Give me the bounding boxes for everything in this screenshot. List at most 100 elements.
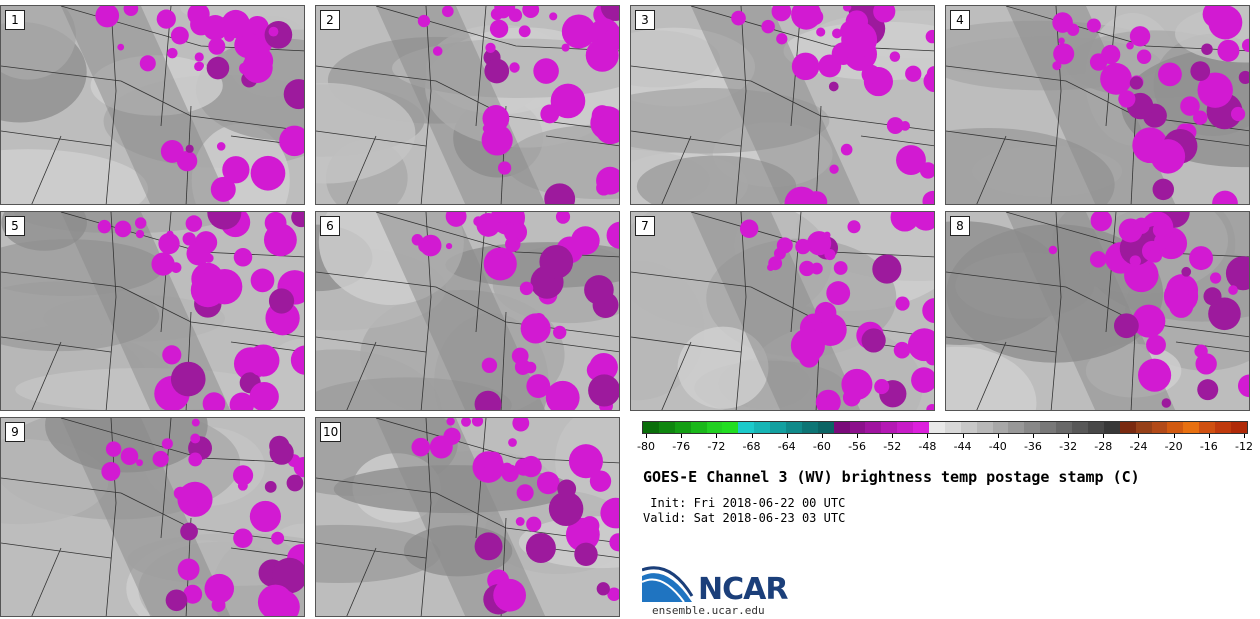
cold-cloud-top: [482, 105, 510, 132]
cold-cloud-top: [519, 281, 534, 296]
cold-cloud-top: [805, 191, 828, 204]
cold-cloud-top: [886, 117, 904, 135]
cold-cloud-top: [596, 582, 610, 596]
water-vapor-map: [1, 6, 304, 204]
cold-cloud-top: [114, 220, 132, 238]
cold-cloud-top: [845, 10, 869, 33]
state-border: [31, 547, 62, 616]
cold-cloud-top: [185, 144, 194, 153]
cold-cloud-top: [188, 452, 203, 467]
cold-cloud-top: [1208, 6, 1243, 40]
state-border: [475, 6, 487, 127]
cold-cloud-top: [814, 301, 837, 324]
cold-cloud-top: [1237, 374, 1249, 398]
state-border: [316, 477, 619, 544]
colorbar-tick: [716, 434, 718, 438]
panel-label: 1: [5, 10, 25, 30]
cold-cloud-top: [739, 219, 759, 239]
cold-cloud-top: [926, 403, 934, 410]
state-border: [631, 336, 742, 353]
cold-cloud-top: [494, 6, 516, 17]
dry-slot-band: [1006, 212, 1176, 410]
cold-cloud-top: [522, 6, 540, 19]
cold-cloud-top: [512, 418, 530, 432]
cold-cloud-top: [429, 435, 453, 459]
colorbar-tick: [1173, 434, 1175, 438]
cold-cloud-top: [828, 81, 839, 92]
cold-cloud-top: [1189, 246, 1213, 271]
state-border: [1050, 6, 1062, 204]
cold-cloud-top: [1208, 297, 1241, 331]
cold-cloud-top: [481, 357, 498, 373]
colorbar-segment: [1087, 422, 1104, 433]
cold-cloud-top: [250, 155, 286, 191]
cold-cloud-top: [900, 121, 911, 131]
cold-cloud-top: [607, 587, 619, 602]
cold-cloud-top: [242, 52, 273, 84]
cold-cloud-top: [237, 480, 248, 491]
state-border: [31, 135, 62, 204]
cold-cloud-top: [1195, 353, 1217, 375]
cold-cloud-top: [269, 440, 294, 465]
cold-cloud-top: [204, 573, 235, 604]
cold-cloud-top: [233, 528, 253, 549]
colorbar-segment: [992, 422, 1009, 433]
colorbar-segment: [1056, 422, 1073, 433]
cold-cloud-top: [540, 104, 560, 124]
cold-cloud-top: [833, 261, 848, 275]
ensemble-member-panel-3: 3: [630, 5, 935, 205]
colorbar-tick-label: -48: [918, 440, 937, 453]
state-border: [976, 341, 1007, 410]
colorbar-tick-label: -40: [988, 440, 1007, 453]
cold-cloud-top: [907, 328, 934, 362]
cold-cloud-top: [776, 237, 793, 254]
colorbar-segment: [1040, 422, 1057, 433]
colorbar-tick: [857, 434, 859, 438]
state-border: [316, 130, 427, 147]
colorbar-tick: [997, 434, 999, 438]
cold-cloud-top: [136, 459, 144, 467]
colorbar-tick-label: -16: [1199, 440, 1218, 453]
state-border: [1130, 105, 1137, 204]
cold-cloud-top: [574, 542, 598, 567]
cold-cloud-top: [1158, 62, 1182, 87]
water-vapor-map: [631, 6, 934, 204]
cold-cloud-top: [432, 46, 443, 56]
logo-text: NCAR: [698, 572, 788, 607]
state-border: [860, 135, 934, 147]
cold-cloud-top: [1148, 248, 1163, 263]
cold-cloud-top: [495, 215, 504, 223]
colorbar-segment: [897, 422, 914, 433]
cold-cloud-top: [1193, 110, 1208, 125]
colorbar-segment: [913, 422, 930, 433]
water-vapor-map: [316, 212, 619, 410]
cold-cloud-top: [249, 500, 281, 533]
colorbar-segment: [738, 422, 755, 433]
cold-cloud-top: [234, 32, 261, 58]
vapor-band: [631, 30, 721, 88]
cold-cloud-top: [224, 31, 235, 42]
colorbar-segment: [944, 422, 961, 433]
cold-cloud-top: [555, 212, 571, 224]
cold-cloud-top: [1187, 287, 1197, 297]
cold-cloud-top: [156, 9, 176, 29]
cold-cloud-top: [1053, 43, 1075, 65]
cold-cloud-top: [771, 6, 792, 22]
cold-cloud-top: [561, 14, 596, 49]
valid-time: Valid: Sat 2018-06-23 03 UTC: [643, 511, 846, 525]
cold-cloud-top: [791, 52, 820, 81]
water-vapor-map: [316, 6, 619, 204]
cold-cloud-top: [585, 38, 619, 72]
cold-cloud-top: [874, 379, 890, 395]
cold-cloud-top: [180, 522, 198, 541]
cold-cloud-top: [134, 217, 147, 229]
cold-cloud-top: [595, 113, 619, 145]
cold-cloud-top: [553, 325, 567, 340]
colorbar-segment: [1024, 422, 1041, 433]
ensemble-member-panel-5: 5: [0, 211, 305, 411]
cold-cloud-top: [526, 374, 551, 398]
cold-cloud-top: [922, 298, 934, 324]
cold-cloud-top: [1086, 18, 1101, 33]
state-border: [790, 212, 802, 333]
state-border: [946, 271, 1249, 338]
